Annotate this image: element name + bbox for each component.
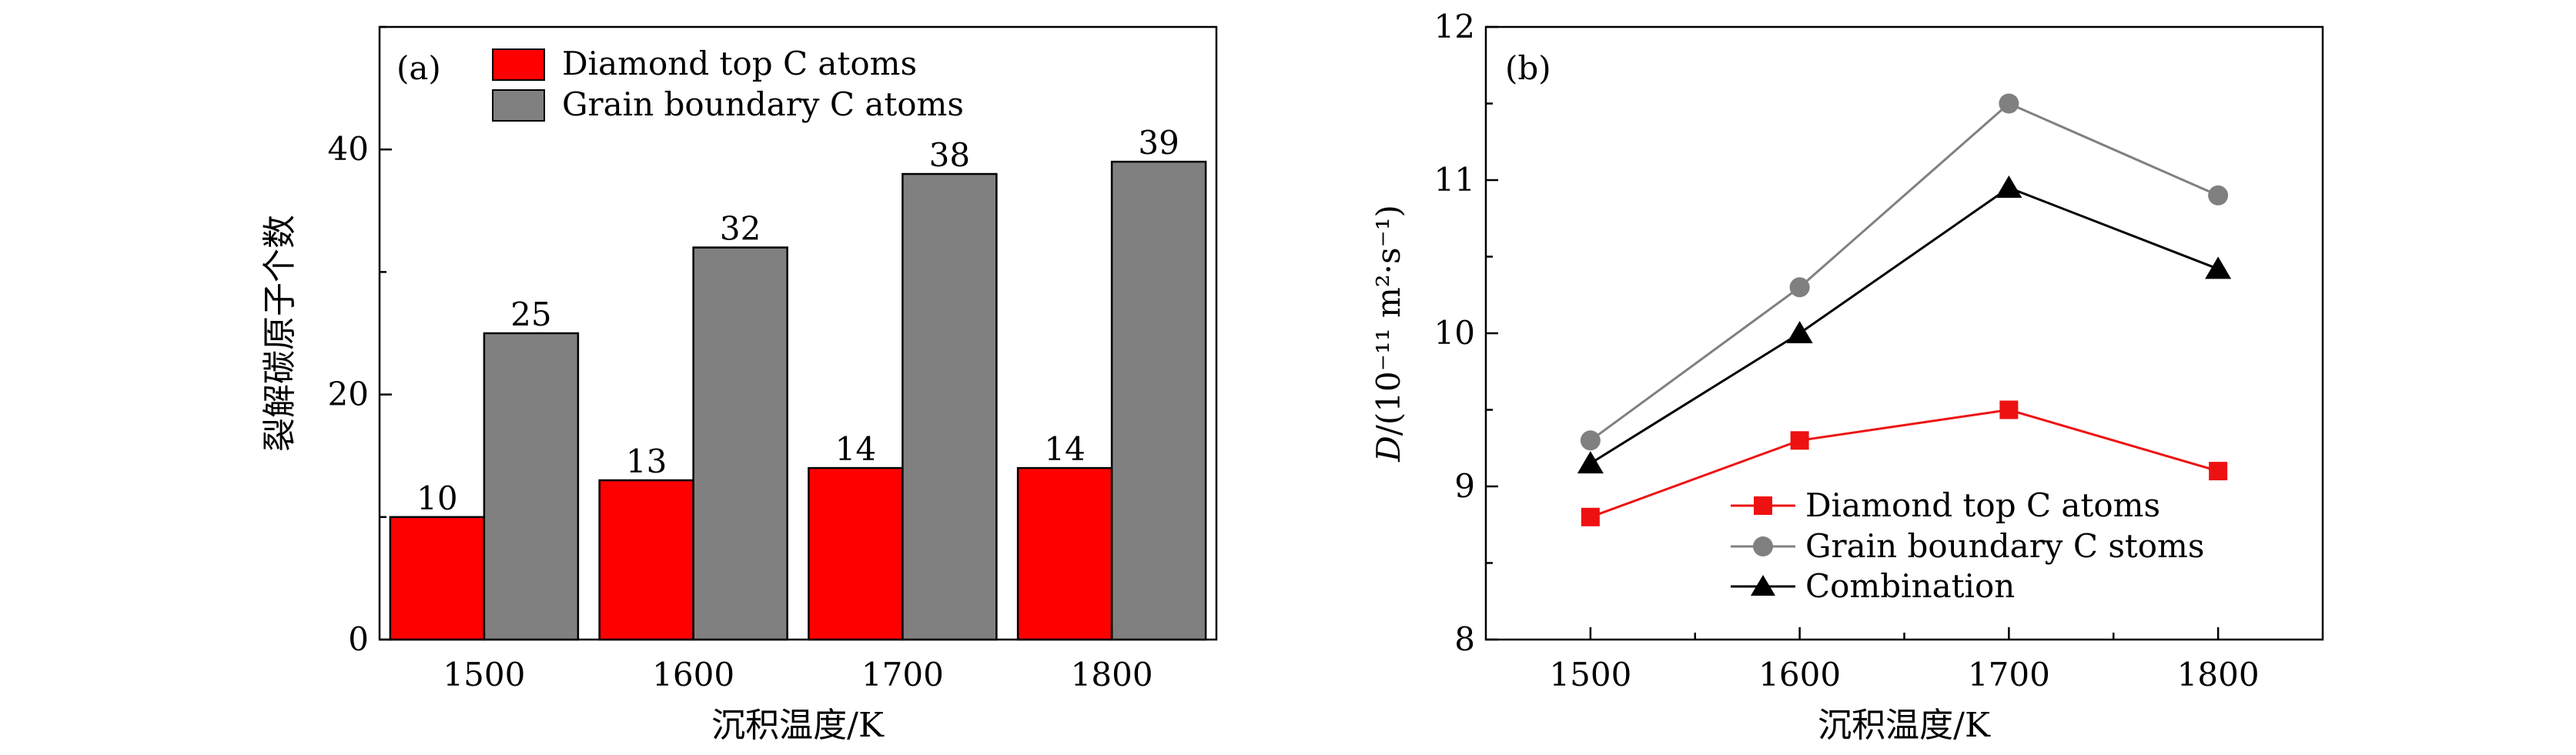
y-tick-label: 40 xyxy=(328,130,369,168)
y-tick-label: 0 xyxy=(348,620,369,658)
legend-a-label-grain: Grain boundary C atoms xyxy=(562,85,964,123)
panel-b-label: (b) xyxy=(1505,49,1551,87)
bar-value-label: 14 xyxy=(835,430,876,468)
point-circle xyxy=(2208,185,2229,205)
series-line-1 xyxy=(1589,102,2219,442)
bar-value-label: 38 xyxy=(929,136,970,174)
legend-b-label-combination: Combination xyxy=(1805,567,2015,605)
x-tick-label: 1600 xyxy=(1758,656,1841,693)
legend-a-swatch-diamond xyxy=(492,48,545,81)
panel-b-x-axis: 1500 1600 1700 1800 xyxy=(1549,627,2260,693)
y-tick-label: 12 xyxy=(1434,8,1475,45)
y-tick-label: 10 xyxy=(1434,314,1475,352)
panel-a-legend: Diamond top C atoms Grain boundary C ato… xyxy=(492,45,964,123)
bar-diamond-1700 xyxy=(808,466,904,641)
point-circle xyxy=(1999,93,2019,114)
bar-value-label: 25 xyxy=(510,296,551,333)
point-triangle xyxy=(1996,175,2022,198)
panel-a-x-axis-title: 沉积温度/K xyxy=(711,706,885,745)
x-tick-label: 1700 xyxy=(1968,656,2050,693)
y-tick-label: 8 xyxy=(1454,620,1475,658)
panel-a-y-axis: 0 20 40 xyxy=(328,25,392,658)
panel-b-y-axis: 8 9 10 11 12 xyxy=(1434,8,1498,658)
panel-a-x-axis: 1500 1600 1700 1800 xyxy=(443,630,1153,693)
point-circle xyxy=(1789,277,1810,298)
legend-b-marker-grain xyxy=(1753,536,1773,556)
bar-value-label: 13 xyxy=(626,443,667,480)
panel-a-bar-labels: 10 25 13 32 14 38 14 39 xyxy=(417,124,1179,517)
bar-value-label: 14 xyxy=(1044,430,1085,468)
panel-a-y-axis-title: 裂解碳原子个数 xyxy=(260,215,299,452)
panel-b-x-axis-title: 沉积温度/K xyxy=(1818,706,1991,745)
legend-a-label-diamond: Diamond top C atoms xyxy=(562,45,917,82)
series-line-0 xyxy=(1590,408,2219,519)
bar-value-label: 32 xyxy=(720,210,761,248)
panel-a-label: (a) xyxy=(396,49,441,87)
bar-value-label: 39 xyxy=(1138,124,1179,162)
legend-b-marker-diamond xyxy=(1754,496,1772,515)
point-square xyxy=(1790,431,1809,450)
legend-b-label-grain: Grain boundary C stoms xyxy=(1805,527,2204,565)
series-line-2 xyxy=(1590,186,2219,465)
panel-b-y-axis-symbol: D xyxy=(1370,436,1407,463)
x-tick-label: 1600 xyxy=(652,656,734,693)
point-square xyxy=(2209,462,2228,481)
legend-a-swatch-grain xyxy=(492,89,545,122)
panel-b-y-axis-title: D/(10⁻¹¹ m²·s⁻¹) xyxy=(1370,205,1407,463)
point-triangle xyxy=(1786,321,1813,343)
x-tick-label: 1500 xyxy=(443,656,525,693)
bar-grain-1700 xyxy=(902,172,998,641)
panel-b-series xyxy=(1577,93,2232,526)
y-tick-label: 20 xyxy=(328,376,369,413)
bar-diamond-1500 xyxy=(389,516,486,641)
legend-b-marker-combination xyxy=(1751,575,1775,596)
panel-b-line-chart: 8 9 10 11 12 1500 1600 1700 1800 (b) Diamond to… xyxy=(1370,8,2324,745)
point-square xyxy=(1999,400,2019,419)
point-triangle xyxy=(1577,451,1604,474)
bar-diamond-1600 xyxy=(598,479,694,641)
panel-b-y-axis-units: /(10⁻¹¹ m²·s⁻¹) xyxy=(1370,205,1407,436)
panel-a-bars xyxy=(389,160,1207,641)
bar-diamond-1800 xyxy=(1016,466,1113,641)
panel-a-frame xyxy=(378,25,1218,641)
panel-b-legend: Diamond top C atoms Grain boundary C sto… xyxy=(1731,486,2204,605)
point-triangle xyxy=(2205,256,2232,279)
y-tick-label: 9 xyxy=(1454,467,1475,505)
point-square xyxy=(1581,507,1600,526)
legend-b-label-diamond: Diamond top C atoms xyxy=(1805,486,2160,524)
y-tick-label: 11 xyxy=(1434,161,1475,199)
bar-grain-1600 xyxy=(692,246,788,641)
bar-grain-1800 xyxy=(1110,160,1207,641)
x-tick-label: 1700 xyxy=(861,656,944,693)
point-circle xyxy=(1580,430,1601,451)
bar-grain-1500 xyxy=(483,332,580,641)
x-tick-label: 1800 xyxy=(1071,656,1153,693)
bar-value-label: 10 xyxy=(417,479,457,517)
x-tick-label: 1500 xyxy=(1549,656,1631,693)
x-tick-label: 1800 xyxy=(2177,656,2260,693)
